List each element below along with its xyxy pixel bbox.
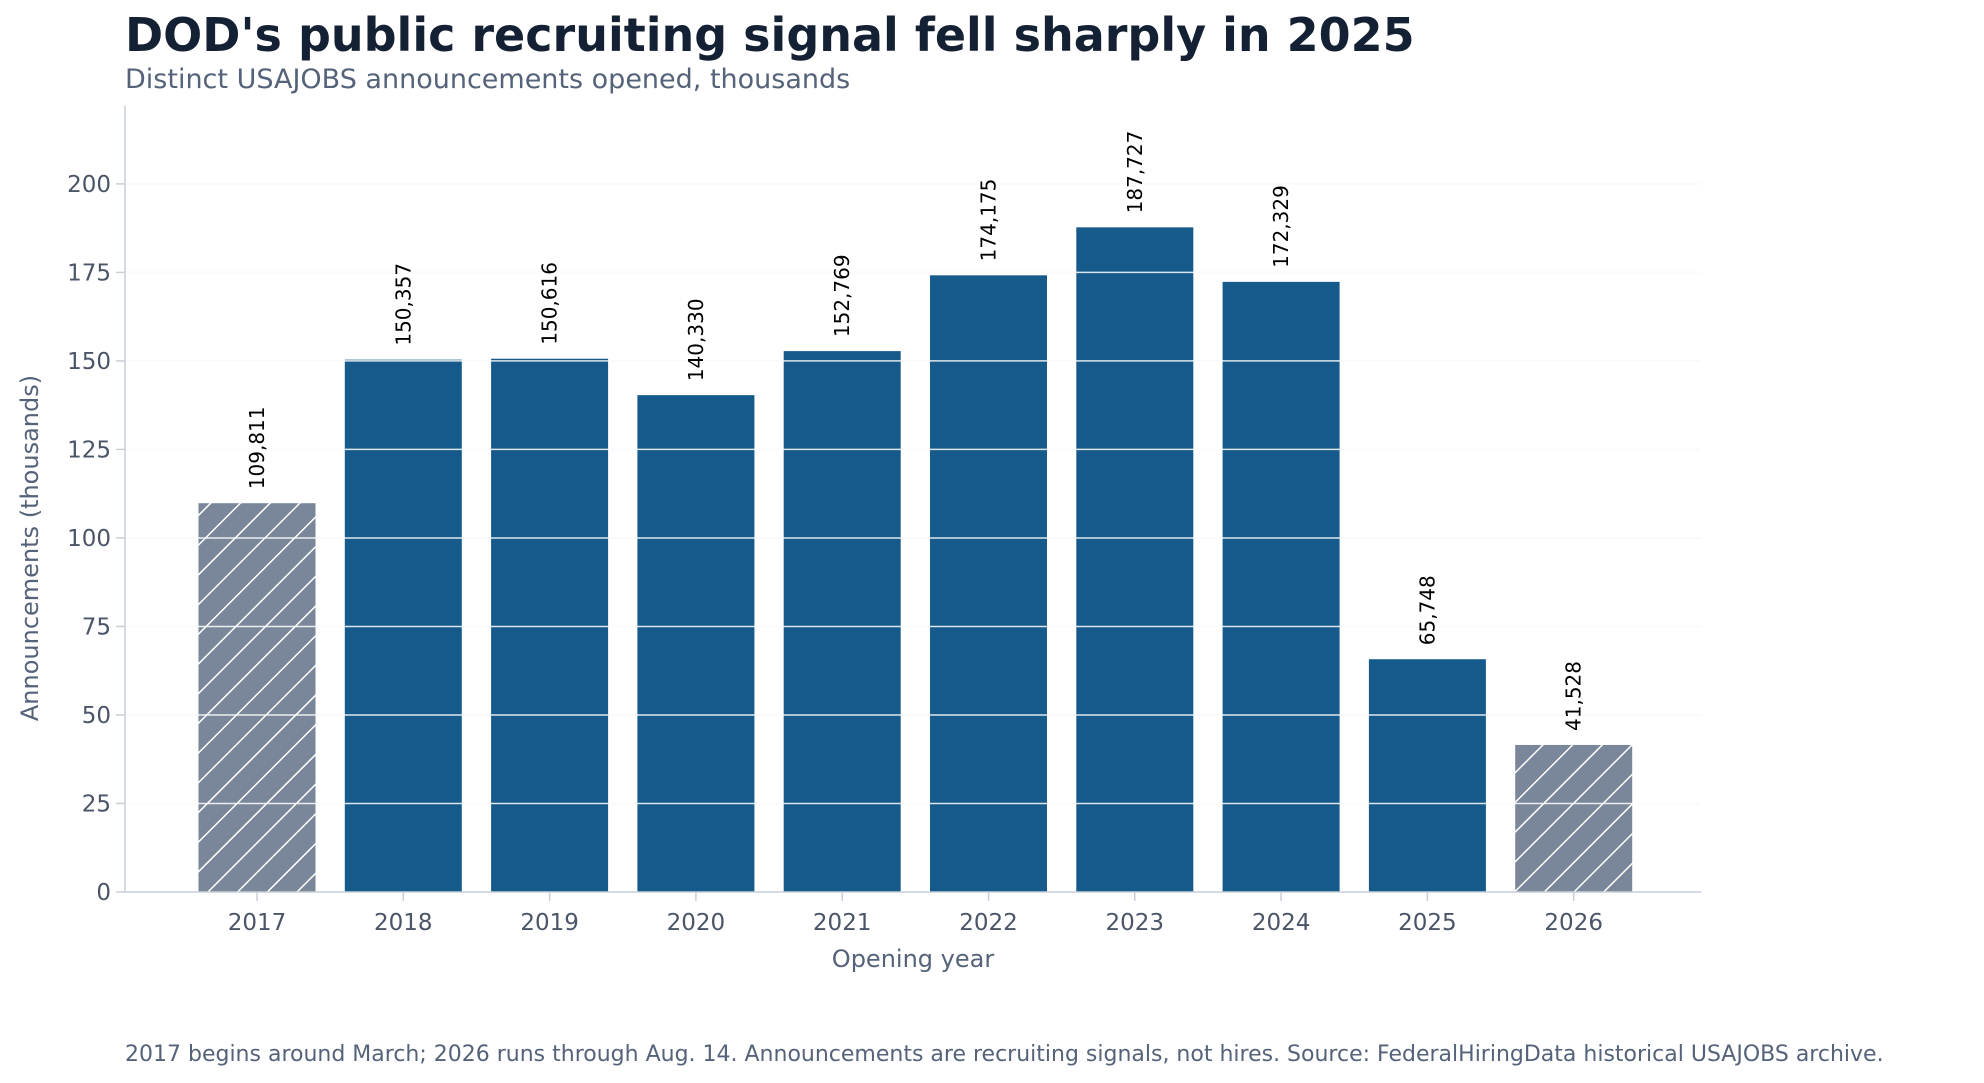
x-tick-label-2025: 2025: [1398, 910, 1457, 936]
data-label-2023: 187,727: [1123, 131, 1147, 214]
bar-2025: [1368, 659, 1486, 892]
y-tick-label-75: 75: [82, 614, 111, 640]
data-label-2019: 150,616: [538, 262, 562, 345]
bar-2026: [1515, 744, 1633, 892]
bar-2023: [1076, 227, 1194, 892]
bar-2020: [637, 395, 755, 892]
data-label-2024: 172,329: [1269, 185, 1293, 268]
y-axis-title: Announcements (thousands): [16, 375, 44, 721]
x-tick-label-2022: 2022: [959, 910, 1018, 936]
x-tick-label-2026: 2026: [1544, 910, 1603, 936]
data-labels: 109,811 150,357 150,616 140,330 152,769 174,1…: [245, 131, 1586, 731]
y-tick-label-100: 100: [67, 526, 111, 552]
chart-title: DOD's public recruiting signal fell shar…: [125, 8, 1415, 62]
chart-subtitle: Distinct USAJOBS announcements opened, t…: [125, 64, 851, 95]
data-label-2018: 150,357: [391, 263, 415, 346]
chart-footnote: 2017 begins around March; 2026 runs thro…: [125, 1042, 1884, 1067]
y-tick-label-0: 0: [96, 880, 111, 906]
x-axis-title: Opening year: [832, 945, 995, 973]
y-tick-label-175: 175: [67, 260, 111, 286]
x-tick-label-2021: 2021: [813, 910, 872, 936]
bar-2017: [198, 503, 316, 892]
x-tick-label-2023: 2023: [1106, 910, 1165, 936]
data-label-2025: 65,748: [1415, 575, 1439, 645]
x-tick-label-2020: 2020: [667, 910, 726, 936]
axes: 0 25 50 75 100 125 150 175 200 2017 2018 2019 2020 20…: [67, 106, 1701, 936]
bar-2022: [930, 275, 1047, 892]
x-tick-label-2024: 2024: [1252, 910, 1311, 936]
y-tick-label-200: 200: [67, 172, 111, 198]
y-tick-label-50: 50: [82, 703, 111, 729]
data-label-2022: 174,175: [977, 179, 1001, 262]
data-label-2020: 140,330: [684, 298, 708, 381]
bar-2024: [1222, 281, 1340, 892]
gridlines-over-bars: [125, 183, 1701, 805]
x-tick-label-2019: 2019: [520, 910, 579, 936]
bar-2021: [783, 351, 901, 892]
y-tick-label-150: 150: [67, 349, 111, 375]
x-tick-label-2017: 2017: [228, 910, 287, 936]
y-tick-label-25: 25: [82, 791, 111, 817]
bar-2019: [491, 358, 609, 893]
x-tick-label-2018: 2018: [374, 910, 433, 936]
data-label-2026: 41,528: [1562, 661, 1586, 731]
data-label-2021: 152,769: [830, 254, 854, 337]
data-label-2017: 109,811: [245, 406, 269, 489]
y-tick-label-125: 125: [67, 437, 111, 463]
